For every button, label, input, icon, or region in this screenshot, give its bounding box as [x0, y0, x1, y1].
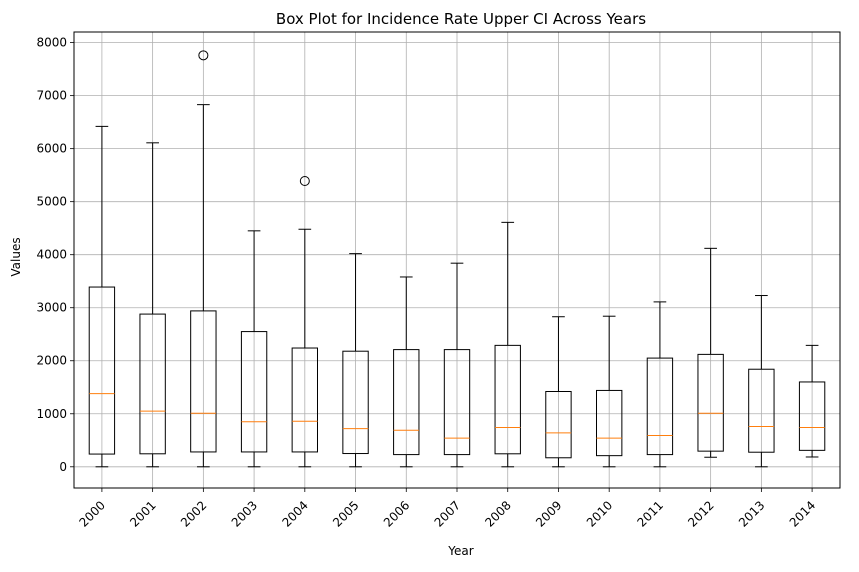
x-tick-label: 2010 [584, 498, 615, 529]
box-2008 [494, 221, 521, 468]
x-tick-label: 2007 [432, 498, 463, 529]
y-tick-label: 7000 [36, 89, 67, 103]
box-2000 [88, 125, 116, 468]
box-2012 [697, 247, 724, 458]
iqr-box [139, 313, 166, 455]
x-tick-label: 2006 [381, 498, 412, 529]
iqr-box [748, 368, 775, 453]
outlier-point [299, 175, 310, 186]
y-tick-label: 8000 [36, 36, 67, 50]
x-tick-label: 2014 [787, 498, 818, 529]
x-tick-label: 2002 [178, 498, 209, 529]
x-tick-label: 2009 [533, 498, 564, 529]
iqr-box [697, 353, 724, 452]
iqr-box [596, 389, 623, 457]
iqr-box [291, 347, 318, 453]
box-2001 [139, 142, 166, 468]
y-tick-label: 4000 [36, 248, 67, 262]
x-tick-label: 2003 [229, 498, 260, 529]
outlier-point [198, 50, 209, 61]
iqr-box [798, 381, 826, 451]
box-2011 [646, 301, 674, 468]
y-axis-label: Values [9, 237, 23, 276]
x-tick-label: 2008 [482, 498, 513, 529]
iqr-box [240, 331, 268, 453]
box-2007 [443, 262, 471, 468]
box-series [88, 50, 826, 468]
x-tick-label: 2013 [736, 498, 767, 529]
box-2003 [240, 230, 268, 468]
y-tick-label: 1000 [36, 407, 67, 421]
iqr-box [393, 349, 420, 456]
chart-title: Box Plot for Incidence Rate Upper CI Acr… [276, 10, 646, 28]
box-2004 [291, 175, 318, 468]
y-tick-label: 6000 [36, 142, 67, 156]
box-2014 [798, 344, 826, 458]
plot-area-frame [73, 31, 841, 489]
axis-ticks: 0 1000 2000 3000 4000 5000 6000 7000 8000 2000 200… [36, 36, 818, 530]
iqr-box [443, 349, 471, 456]
box-2005 [342, 253, 369, 468]
x-tick-label: 2000 [77, 498, 108, 529]
iqr-box [190, 310, 217, 453]
iqr-box [646, 357, 674, 456]
iqr-box [545, 390, 572, 459]
box-2009 [545, 316, 572, 468]
x-tick-label: 2012 [685, 498, 716, 529]
grid-lines [74, 32, 840, 488]
y-tick-label: 0 [59, 460, 67, 474]
y-tick-label: 5000 [36, 195, 67, 209]
iqr-box [88, 286, 116, 455]
iqr-box [494, 344, 521, 455]
iqr-box [342, 350, 369, 455]
x-tick-label: 2004 [279, 498, 310, 529]
y-tick-label: 3000 [36, 301, 67, 315]
box-2002 [190, 50, 217, 468]
box-2010 [596, 315, 623, 468]
box-2013 [748, 295, 775, 468]
y-tick-label: 2000 [36, 354, 67, 368]
x-tick-label: 2005 [330, 498, 361, 529]
box-2006 [393, 276, 420, 468]
x-tick-label: 2001 [127, 498, 158, 529]
x-axis-label: Year [447, 544, 473, 558]
x-tick-label: 2011 [635, 498, 666, 529]
